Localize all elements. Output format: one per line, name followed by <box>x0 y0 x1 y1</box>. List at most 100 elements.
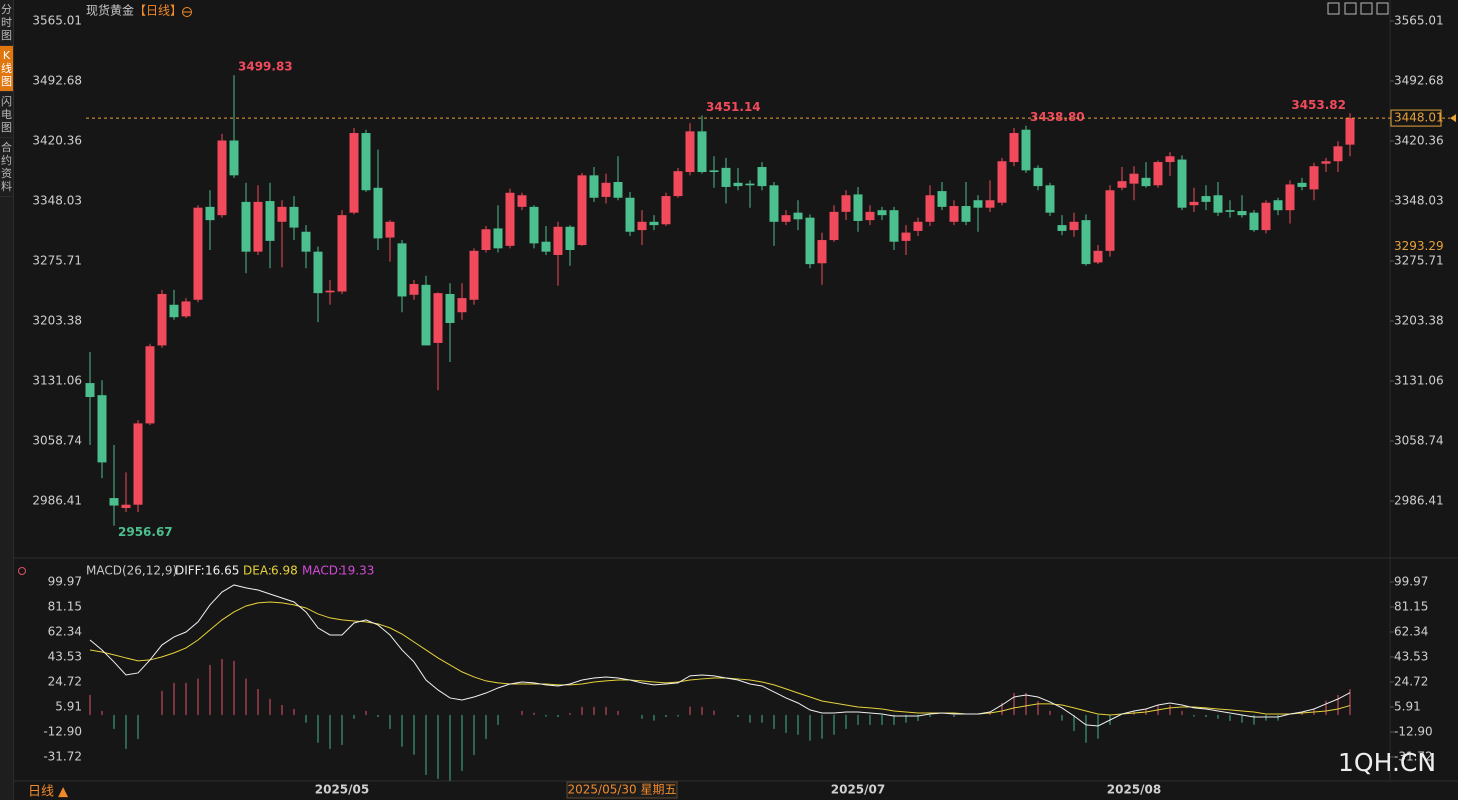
candle-body <box>805 217 815 265</box>
candle-body <box>397 243 407 297</box>
y-tick-label: 3058.74 <box>32 434 82 448</box>
y-tick-label-right: 3348.03 <box>1394 194 1444 208</box>
candle-body <box>1225 210 1235 212</box>
tool-icon[interactable] <box>1344 2 1357 15</box>
tab-kline[interactable]: K线图 <box>0 46 13 92</box>
y-tick-label-right: 3058.74 <box>1394 434 1444 448</box>
candle-body <box>829 211 839 241</box>
add-icon[interactable] <box>182 7 192 17</box>
candle-body <box>901 232 911 241</box>
tool-icon[interactable] <box>1327 2 1340 15</box>
candle-body <box>781 215 791 222</box>
y-tick-label-right: 24.72 <box>1394 674 1428 688</box>
candle-body <box>553 226 563 255</box>
candle-body <box>1201 196 1211 202</box>
y-tick-label: 5.91 <box>55 699 82 713</box>
candle-body <box>481 229 491 251</box>
high-label: 3451.14 <box>706 100 761 114</box>
y-tick-label-right: 3420.36 <box>1394 134 1444 148</box>
candle-body <box>1321 161 1331 164</box>
y-tick-label-right: 3492.68 <box>1394 74 1444 88</box>
y-tick-label-right: 99.97 <box>1394 574 1428 588</box>
macd-title: MACD(26,12,9) <box>86 564 177 578</box>
y-tick-label: 3275.71 <box>32 254 82 268</box>
candle-body <box>169 304 179 318</box>
y-tick-label-right: 3275.71 <box>1394 254 1444 268</box>
high-label: 3438.80 <box>1030 110 1085 124</box>
x-tick-label: 2025/07 <box>831 783 885 797</box>
candle-body <box>325 290 335 293</box>
candle-body <box>529 206 539 244</box>
x-tick-label: 2025/08 <box>1107 783 1161 797</box>
candle-body <box>265 201 275 241</box>
y-tick-label-right: 3565.01 <box>1394 14 1444 28</box>
candle-body <box>1081 220 1091 265</box>
y-tick-label: -12.90 <box>43 724 82 738</box>
candle-body <box>661 196 671 225</box>
low-label: 2956.67 <box>118 525 173 539</box>
candle-body <box>613 181 623 198</box>
candle-body <box>1345 118 1355 145</box>
indicator-icon[interactable] <box>18 567 26 575</box>
candle-body <box>1237 211 1247 216</box>
y-tick-label: 62.34 <box>48 624 82 638</box>
candle-body <box>1105 190 1115 251</box>
candle-body <box>937 191 947 207</box>
tab-contract[interactable]: 合约资料 <box>0 138 13 197</box>
high-label: 3499.83 <box>238 60 293 74</box>
candle-body <box>745 183 755 186</box>
y-tick-label-right: -12.90 <box>1394 724 1433 738</box>
candle-body <box>709 170 719 173</box>
candle-body <box>1129 173 1139 184</box>
candle-body <box>1117 181 1127 188</box>
chart-title: 现货黄金 <box>86 3 134 18</box>
candle-body <box>1093 250 1103 263</box>
candle-body <box>1177 159 1187 208</box>
candle-body <box>973 200 983 208</box>
candle-body <box>1333 146 1343 162</box>
candle-body <box>565 226 575 251</box>
candle-body <box>313 251 323 294</box>
candle-body <box>157 293 167 346</box>
y-tick-label-right: 3131.06 <box>1394 374 1444 388</box>
candle-body <box>817 240 827 264</box>
tab-flash[interactable]: 闪电图 <box>0 92 13 138</box>
candle-body <box>457 298 467 313</box>
candle-body <box>289 206 299 228</box>
tab-timeshare[interactable]: 分时图 <box>0 0 13 46</box>
y-tick-label: -31.72 <box>43 749 82 763</box>
candle-body <box>865 211 875 221</box>
x-tick-label: 2025/05 <box>315 783 369 797</box>
candle-body <box>421 284 431 346</box>
tool-icon[interactable] <box>1360 2 1373 15</box>
y-tick-label: 3492.68 <box>32 74 82 88</box>
legend-name: MACD: <box>302 564 342 578</box>
tool-icon[interactable] <box>1376 2 1389 15</box>
candle-body <box>1009 133 1019 163</box>
legend-value: 6.98 <box>271 564 298 578</box>
candle-body <box>757 167 767 187</box>
candle-body <box>841 195 851 212</box>
candle-body <box>277 206 287 222</box>
candle-body <box>637 221 647 231</box>
candle-body <box>217 140 227 216</box>
candle-body <box>925 195 935 222</box>
y-tick-label-right: 5.91 <box>1394 699 1421 713</box>
candle-body <box>337 215 347 292</box>
y-tick-label: 3565.01 <box>32 14 82 28</box>
candle-body <box>793 212 803 220</box>
candle-body <box>1057 225 1067 231</box>
last-price-label: 3448.01 <box>1394 111 1444 125</box>
y-tick-label-right: 81.15 <box>1394 599 1428 613</box>
candle-body <box>181 301 191 317</box>
y-tick-label-right: 62.34 <box>1394 624 1428 638</box>
candle-body <box>673 171 683 197</box>
y-tick-label: 2986.41 <box>32 494 82 508</box>
y-tick-label: 24.72 <box>48 674 82 688</box>
macd-line <box>89 601 1351 716</box>
candle-body <box>601 182 611 197</box>
period-button[interactable]: 日线 ▲ <box>28 785 68 800</box>
toolbar <box>1327 2 1389 15</box>
